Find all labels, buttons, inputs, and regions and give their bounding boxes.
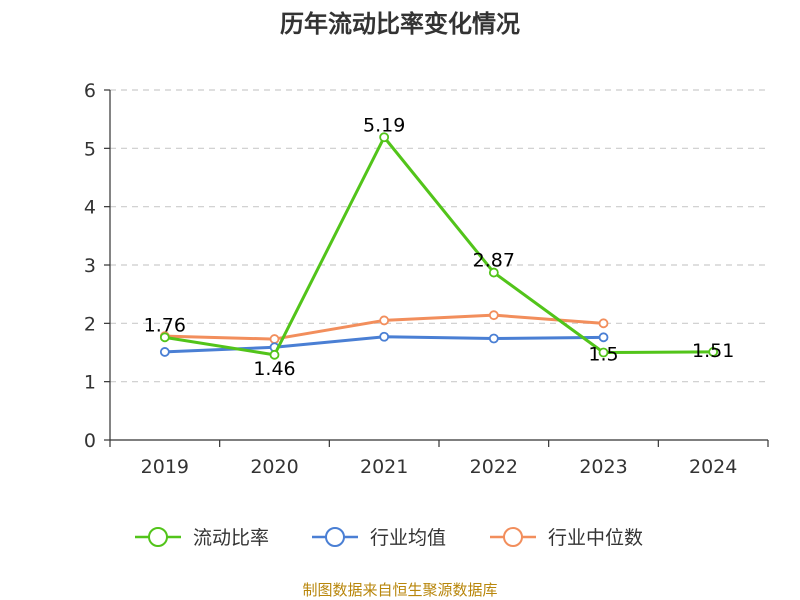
y-tick-label-3: 3 bbox=[84, 255, 96, 277]
legend-marker-1 bbox=[325, 527, 345, 547]
source-note: 制图数据来自恒生聚源数据库 bbox=[302, 581, 497, 599]
series-1-point-2022 bbox=[488, 333, 499, 344]
chart-title: 历年流动比率变化情况 bbox=[280, 10, 520, 38]
legend-label-0: 流动比率 bbox=[193, 527, 269, 549]
data-label-2019: 1.76 bbox=[144, 314, 186, 336]
series-2-point-2023 bbox=[598, 318, 609, 329]
series-0-point-2020 bbox=[269, 349, 280, 360]
data-label-2024: 1.51 bbox=[692, 340, 734, 362]
data-labels: 1.76 1.46 5.19 2.87 1.5 1.51 bbox=[144, 114, 735, 380]
data-label-2023: 1.5 bbox=[588, 344, 618, 366]
axes: 0 1 2 3 4 5 6 2019 2020 2021 2022 2023 2024 bbox=[84, 80, 769, 478]
series-2-point-2020 bbox=[269, 334, 280, 344]
x-tick-label-2024: 2024 bbox=[689, 456, 737, 478]
legend-item-0[interactable]: 流动比率 bbox=[135, 527, 269, 549]
legend-marker-0 bbox=[148, 527, 168, 547]
series-2-point-2022 bbox=[488, 310, 499, 321]
y-tick-label-6: 6 bbox=[84, 80, 96, 102]
series-line-0 bbox=[164, 135, 714, 357]
legend-marker-2 bbox=[503, 527, 523, 547]
legend-item-1[interactable]: 行业均值 bbox=[312, 527, 446, 549]
series-0-point-2021 bbox=[379, 132, 390, 143]
x-tick-label-2022: 2022 bbox=[470, 456, 518, 478]
legend-label-2: 行业中位数 bbox=[548, 527, 643, 549]
x-tick-label-2019: 2019 bbox=[141, 456, 189, 478]
data-label-2021: 5.19 bbox=[363, 114, 405, 136]
series-1-point-2023 bbox=[598, 332, 609, 343]
series-0-point-2023 bbox=[598, 347, 609, 358]
series-0-point-2019 bbox=[159, 332, 170, 343]
x-tick-label-2023: 2023 bbox=[579, 456, 627, 478]
series-1-point-2021 bbox=[379, 331, 390, 342]
series-1-point-2019 bbox=[159, 347, 170, 357]
legend[interactable]: 流动比率 行业均值 行业中位数 bbox=[135, 527, 643, 549]
series-0-point-2024 bbox=[708, 347, 719, 357]
legend-label-1: 行业均值 bbox=[370, 527, 446, 549]
y-tick-label-2: 2 bbox=[84, 313, 96, 335]
y-tick-label-1: 1 bbox=[84, 372, 96, 394]
y-tick-label-4: 4 bbox=[84, 197, 96, 219]
data-label-2022: 2.87 bbox=[473, 250, 515, 272]
series-0-point-2022 bbox=[488, 267, 499, 278]
y-tick-label-0: 0 bbox=[84, 430, 96, 452]
y-tick-label-5: 5 bbox=[84, 138, 96, 160]
x-tick-label-2020: 2020 bbox=[250, 456, 298, 478]
data-label-2020: 1.46 bbox=[253, 358, 295, 380]
x-tick-label-2021: 2021 bbox=[360, 456, 408, 478]
series-2-point-2021 bbox=[379, 315, 390, 326]
series bbox=[159, 132, 719, 360]
legend-item-2[interactable]: 行业中位数 bbox=[490, 527, 643, 549]
